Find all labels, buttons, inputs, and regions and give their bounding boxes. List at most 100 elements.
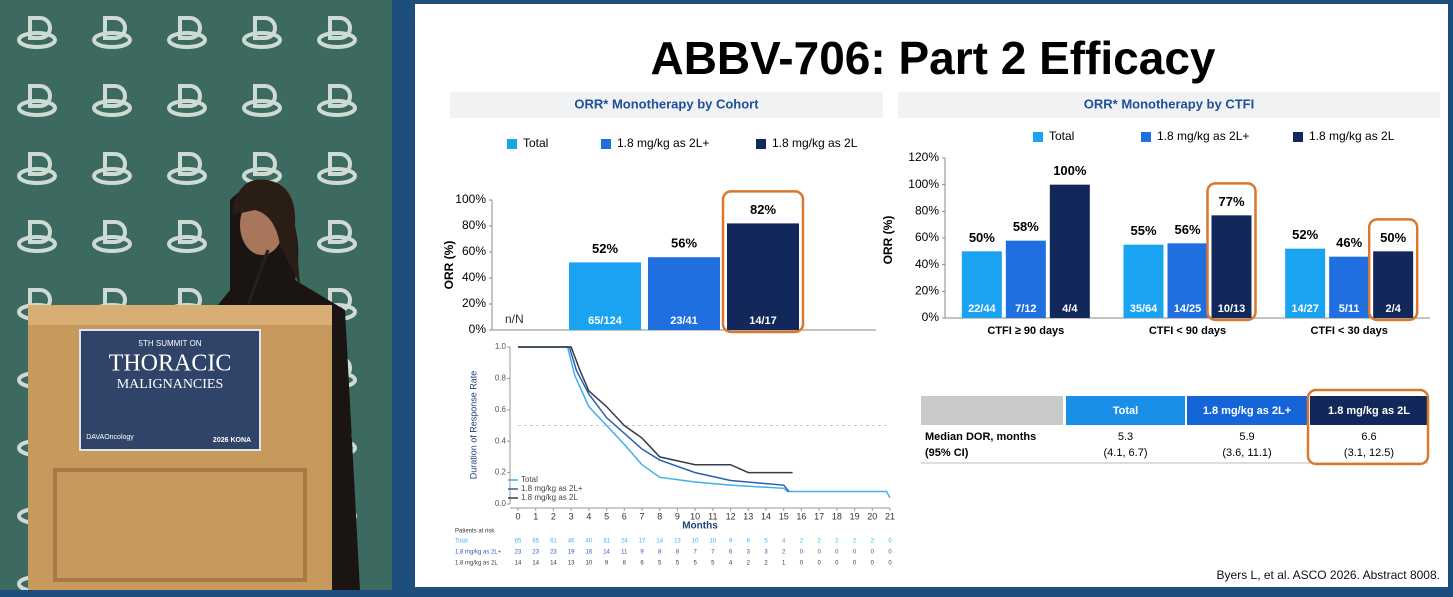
y-tick-label: 100%: [455, 192, 486, 206]
legend-label: 1.8 mg/kg as 2L+: [521, 484, 583, 493]
x-tick-label: CTFI ≥ 90 days: [987, 325, 1064, 337]
risk-count: 0: [888, 550, 892, 556]
table-cell: 5.3: [1118, 431, 1133, 443]
risk-count: 0: [817, 550, 821, 556]
podium-text: 5TH SUMMIT ON: [139, 339, 202, 348]
risk-count: 3: [747, 550, 751, 556]
legend-swatch: [1141, 132, 1151, 142]
chart-title: ORR* Monotherapy by Cohort: [574, 96, 759, 111]
value-label: 46%: [1336, 235, 1362, 250]
risk-count: 8: [658, 550, 662, 556]
risk-count: 23: [532, 550, 539, 556]
risk-count: 2: [853, 539, 857, 545]
risk-count: 31: [603, 539, 610, 545]
x-tick-label: 7: [639, 511, 644, 521]
table-cell: 5.9: [1239, 431, 1254, 443]
x-tick-label: 19: [850, 511, 860, 521]
risk-count: 2: [764, 561, 768, 567]
risk-count: 1: [782, 561, 786, 567]
risk-count: 8: [623, 561, 627, 567]
x-tick-label: 10: [690, 511, 700, 521]
risk-count: 0: [835, 561, 839, 567]
km-curve: [518, 346, 891, 499]
value-label: 82%: [750, 202, 776, 217]
risk-row-label: Total: [455, 539, 468, 545]
table-header-cell: [921, 396, 1063, 425]
risk-count: 2: [817, 539, 821, 545]
n-label: 22/44: [968, 303, 996, 315]
y-tick-label: 100%: [908, 177, 939, 191]
bar: [1005, 240, 1046, 318]
risk-count: 4: [729, 561, 733, 567]
x-tick-label: CTFI < 30 days: [1310, 325, 1387, 337]
x-axis-label: Months: [682, 521, 718, 532]
highlight-box: [1367, 218, 1419, 322]
risk-count: 8: [676, 550, 680, 556]
risk-count: 14: [550, 561, 557, 567]
table-cell: 6.6: [1361, 431, 1376, 443]
n-label: 23/41: [670, 315, 698, 327]
table-cell: (4.1, 6.7): [1103, 447, 1147, 459]
legend-label: 1.8 mg/kg as 2L+: [1157, 129, 1249, 143]
table-header: Total: [1113, 405, 1138, 417]
risk-count: 10: [710, 539, 717, 545]
risk-count: 11: [621, 550, 628, 556]
risk-count: 2: [782, 550, 786, 556]
risk-count: 0: [800, 550, 804, 556]
km-curve: [518, 346, 790, 492]
y-tick-label: 0.4: [495, 436, 507, 445]
risk-count: 24: [621, 539, 628, 545]
risk-count: 2: [747, 561, 751, 567]
risk-count: 0: [888, 561, 892, 567]
podium-text: THORACIC: [109, 351, 232, 377]
y-tick-label: 0.8: [495, 374, 507, 383]
risk-count: 7: [693, 550, 697, 556]
x-tick-label: 3: [569, 511, 574, 521]
risk-count: 0: [888, 539, 892, 545]
risk-count: 10: [692, 539, 699, 545]
n-label: 10/13: [1218, 303, 1246, 315]
risk-count: 6: [747, 539, 751, 545]
y-tick-label: 60%: [462, 244, 486, 258]
n-label: 14/17: [749, 315, 777, 327]
panel-header: [898, 92, 1440, 118]
podium-logo: DAVAOncology: [86, 434, 134, 441]
x-tick-label: 11: [708, 511, 717, 521]
legend-label: 1.8 mg/kg as 2L: [1309, 129, 1395, 143]
n-label: 35/64: [1130, 303, 1158, 315]
value-label: 55%: [1130, 223, 1156, 238]
risk-count: 4: [782, 539, 786, 545]
risk-count: 23: [515, 550, 522, 556]
legend-swatch: [756, 139, 766, 149]
y-tick-label: 0.2: [495, 468, 507, 477]
risk-count: 9: [640, 550, 644, 556]
highlight-box: [721, 190, 805, 334]
risk-count: 5: [693, 561, 697, 567]
y-tick-label: 1.0: [495, 342, 507, 351]
risk-count: 9: [729, 539, 733, 545]
risk-count: 5: [711, 561, 715, 567]
y-tick-label: 40%: [462, 270, 486, 284]
legend-label: 1.8 mg/kg as 2L+: [617, 136, 709, 150]
x-tick-label: 4: [586, 511, 591, 521]
row-label: (95% CI): [925, 447, 969, 459]
value-label: 56%: [671, 236, 697, 251]
risk-count: 23: [550, 550, 557, 556]
risk-title: Patients at risk: [455, 529, 495, 535]
risk-count: 0: [835, 550, 839, 556]
y-tick-label: 80%: [462, 218, 486, 232]
risk-count: 2: [835, 539, 839, 545]
risk-count: 14: [656, 539, 663, 545]
x-tick-label: 9: [675, 511, 680, 521]
n-label: 7/12: [1015, 303, 1036, 315]
value-label: 52%: [592, 241, 618, 256]
risk-count: 6: [729, 550, 733, 556]
risk-count: 14: [532, 561, 539, 567]
table-cell: (3.6, 11.1): [1222, 447, 1271, 459]
table-header-cell: [1187, 396, 1307, 425]
risk-count: 0: [817, 561, 821, 567]
x-tick-label: 2: [551, 511, 556, 521]
risk-row-label: 1.8 mg/kg as 2L+: [455, 550, 502, 556]
y-tick-label: 0%: [469, 322, 487, 336]
